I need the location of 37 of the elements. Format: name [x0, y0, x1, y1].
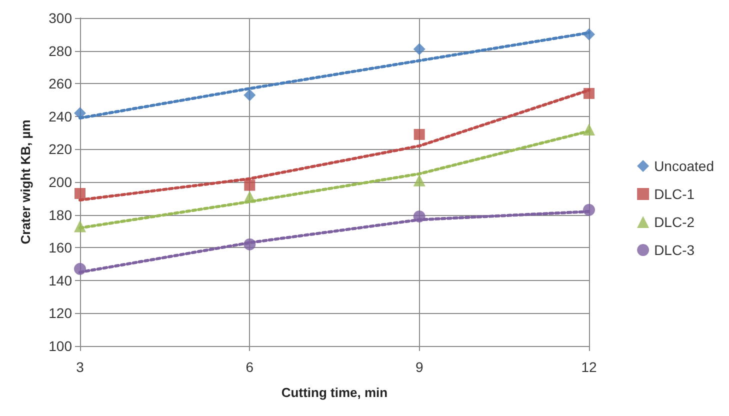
point: [74, 188, 86, 199]
x-axis-title: Cutting time, min: [281, 385, 388, 400]
point: [74, 262, 86, 275]
y-tick-label: 140: [48, 272, 72, 288]
point: [244, 238, 256, 250]
point: [413, 43, 426, 56]
point: [583, 204, 595, 216]
legend-label: DLC-2: [654, 214, 695, 230]
point: [244, 190, 256, 203]
y-tick-label: 220: [48, 141, 72, 158]
point: [414, 128, 425, 140]
y-axis-title: Crater wight KB, µm: [18, 120, 33, 244]
y-tick-label: 280: [48, 42, 72, 59]
point: [583, 124, 595, 136]
x-tick-label: 3: [76, 359, 84, 375]
point: [413, 174, 426, 186]
point: [583, 28, 595, 40]
y-tick-label: 240: [48, 108, 72, 124]
point: [74, 107, 86, 120]
legend-label: DLC-1: [654, 186, 695, 202]
point: [74, 220, 86, 232]
point: [584, 88, 594, 99]
y-tick-label: 120: [48, 305, 72, 322]
legend-label: DLC-3: [654, 242, 695, 258]
point: [244, 180, 256, 191]
legend-label: Uncoated: [654, 158, 714, 174]
x-tick-label: 12: [581, 359, 597, 375]
y-tick-label: 180: [48, 206, 72, 223]
point: [413, 210, 426, 222]
x-tick-label: 9: [415, 359, 424, 375]
point: [244, 89, 256, 102]
y-tick-label: 200: [48, 174, 72, 190]
y-tick-label: 100: [48, 338, 72, 354]
x-tick-label: 6: [246, 359, 254, 375]
y-tick-label: 300: [48, 10, 72, 26]
y-tick-label: 260: [48, 76, 72, 92]
y-tick-label: 160: [48, 240, 72, 256]
